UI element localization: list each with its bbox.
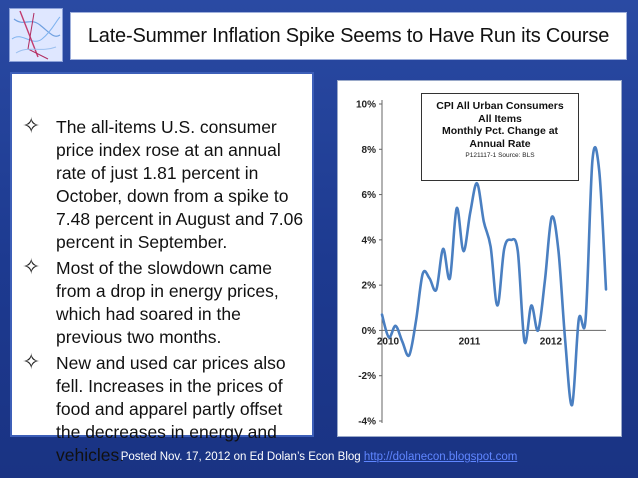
y-tick-label: 2% (362, 281, 377, 292)
blog-link[interactable]: http://dolanecon.blogspot.com (363, 451, 518, 463)
bullet-item: ✧ Most of the slowdown came from a drop … (20, 255, 310, 349)
y-tick-label: 10% (356, 100, 376, 111)
x-tick-label: 2012 (540, 336, 563, 347)
four-pointed-star-icon: ✧ (22, 350, 41, 375)
bullet-list: ✧ The all-items U.S. consumer price inde… (20, 114, 310, 470)
bullet-text: Most of the slowdown came from a drop in… (56, 258, 279, 347)
blog-logo (9, 8, 63, 62)
slide-title: Late-Summer Inflation Spike Seems to Hav… (87, 24, 610, 47)
footer-text: Posted Nov. 17, 2012 on Ed Dolan’s Econ … (120, 451, 364, 463)
cpi-chart: 10% 8% 6% 4% 2% 0% -2% -4% 2010 2011 2012 CPI All … (337, 80, 622, 437)
four-pointed-star-icon: ✧ (22, 255, 41, 280)
bullet-text: New and used car prices also fell. Incre… (56, 353, 286, 465)
y-tick-label: 6% (362, 190, 377, 201)
title-bar: Late-Summer Inflation Spike Seems to Hav… (70, 12, 627, 60)
y-tick-label: -4% (358, 417, 376, 428)
y-tick-label: 8% (362, 145, 377, 156)
x-tick-label: 2010 (377, 336, 400, 347)
chart-legend: CPI All Urban Consumers All Items Monthl… (421, 93, 579, 181)
text-panel: ✧ The all-items U.S. consumer price inde… (10, 72, 314, 465)
four-pointed-star-icon: ✧ (22, 114, 41, 139)
footer: Posted Nov. 17, 2012 on Ed Dolan’s Econ … (0, 451, 638, 463)
bullet-item: ✧ New and used car prices also fell. Inc… (20, 350, 310, 467)
x-tick-label: 2011 (459, 336, 481, 347)
y-tick-label: 0% (362, 326, 377, 337)
legend-line-1: CPI All Urban Consumers (436, 100, 564, 112)
legend-line-3: Monthly Pct. Change at (441, 125, 559, 137)
legend-line-4: Annual Rate (469, 137, 531, 150)
y-tick-label: 4% (362, 235, 377, 246)
cpi-series-line (380, 145, 608, 407)
bullet-item: ✧ The all-items U.S. consumer price inde… (20, 114, 310, 254)
bullet-text: The all-items U.S. consumer price index … (56, 117, 304, 252)
chart-plot-area: 10% 8% 6% 4% 2% 0% -2% -4% 2010 2011 2012 (356, 100, 608, 428)
y-tick-label: -2% (358, 371, 376, 382)
legend-source: P121117-1 Source: BLS (465, 152, 535, 159)
legend-line-2: All Items (478, 112, 522, 125)
